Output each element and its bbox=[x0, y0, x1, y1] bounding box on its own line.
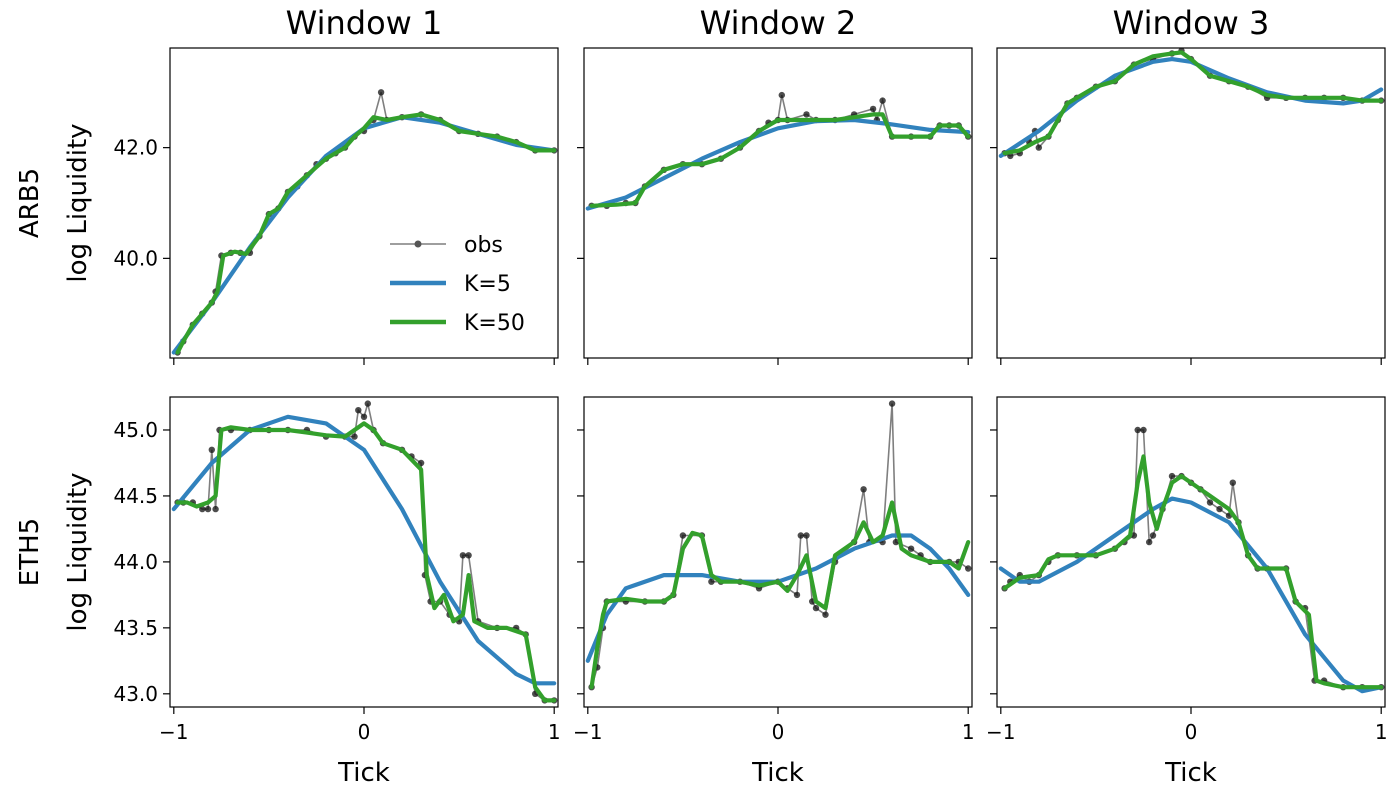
obs-point bbox=[1149, 532, 1157, 539]
obs-point bbox=[355, 407, 362, 414]
obs-point bbox=[793, 591, 801, 599]
legend-entry-k50: K=50 bbox=[390, 311, 525, 336]
obs-point bbox=[208, 446, 215, 453]
obs-point bbox=[364, 400, 371, 407]
k50-line bbox=[1002, 454, 1384, 690]
obs-point bbox=[965, 565, 972, 572]
x-tick-label: 1 bbox=[548, 720, 561, 744]
obs-point bbox=[869, 105, 877, 113]
y-axis-label-row-2: log Liquidity bbox=[63, 472, 93, 631]
x-axis-label: Tick bbox=[751, 758, 804, 788]
obs-point bbox=[778, 91, 785, 99]
column-title-3: Window 3 bbox=[1113, 4, 1270, 42]
x-tick-label: 0 bbox=[1185, 720, 1198, 744]
x-axis-label: Tick bbox=[1164, 758, 1217, 788]
obs-point bbox=[465, 552, 472, 559]
obs-point bbox=[1140, 426, 1147, 434]
obs-point bbox=[1134, 426, 1141, 434]
obs-point bbox=[708, 578, 715, 585]
k5-line bbox=[585, 117, 971, 211]
obs-point bbox=[803, 532, 810, 539]
panel-eth5-window-2: −1 0 1 Tick bbox=[573, 396, 975, 788]
obs-point bbox=[351, 433, 358, 440]
k5-line bbox=[171, 414, 557, 686]
obs-point bbox=[879, 97, 886, 104]
obs-line bbox=[1003, 429, 1382, 689]
obs-point bbox=[417, 459, 425, 467]
obs-point bbox=[1216, 505, 1223, 513]
obs-line bbox=[591, 94, 969, 207]
obs-point bbox=[907, 545, 915, 552]
obs-point bbox=[1206, 499, 1214, 506]
obs-point bbox=[822, 611, 829, 618]
obs-point bbox=[1035, 144, 1043, 151]
obs-point bbox=[1229, 479, 1237, 486]
obs-point bbox=[888, 400, 896, 407]
y-tick-label: 42.0 bbox=[113, 136, 158, 160]
obs-point bbox=[860, 486, 867, 493]
obs-point bbox=[812, 604, 820, 612]
obs-point bbox=[377, 89, 385, 96]
obs-point bbox=[803, 111, 810, 118]
panel-frame bbox=[583, 47, 973, 359]
legend-marker bbox=[414, 240, 422, 248]
legend-label: K=5 bbox=[464, 272, 511, 297]
obs-point bbox=[679, 532, 687, 539]
row-label-arb5: ARB5 bbox=[15, 168, 45, 238]
panel-eth5-window-1: 43.0 43.5 44.0 44.5 45.0 −1 0 1 Tick bbox=[113, 396, 561, 788]
k50-line bbox=[1002, 50, 1384, 156]
k5-line bbox=[998, 56, 1384, 158]
y-tick-label: 40.0 bbox=[113, 246, 158, 270]
panel-arb5-window-2 bbox=[577, 47, 973, 365]
y-tick-label: 44.0 bbox=[113, 550, 158, 574]
column-title-2: Window 2 bbox=[700, 4, 857, 42]
obs-line bbox=[590, 403, 969, 688]
legend: obs K=5 K=50 bbox=[390, 233, 525, 336]
panel-frame bbox=[996, 47, 1386, 359]
k50-line bbox=[175, 112, 557, 355]
x-tick-label: 1 bbox=[962, 720, 975, 744]
k50-line bbox=[175, 421, 557, 703]
legend-label: K=50 bbox=[464, 311, 525, 336]
obs-point bbox=[892, 538, 900, 546]
column-title-1: Window 1 bbox=[286, 4, 443, 42]
x-tick-label: −1 bbox=[986, 720, 1015, 744]
x-tick-label: 1 bbox=[1375, 720, 1388, 744]
y-tick-label: 44.5 bbox=[113, 484, 158, 508]
obs-point bbox=[459, 552, 467, 559]
x-axis-label: Tick bbox=[337, 758, 390, 788]
panel-arb5-window-1: 40.0 42.0 bbox=[113, 47, 559, 365]
panel-arb5-window-3 bbox=[990, 47, 1386, 365]
y-tick-label: 43.5 bbox=[113, 616, 158, 640]
k50-line bbox=[589, 112, 971, 208]
panel-eth5-window-3: −1 0 1 Tick bbox=[986, 396, 1388, 788]
obs-point bbox=[204, 505, 212, 513]
x-tick-label: −1 bbox=[159, 720, 188, 744]
panel-frame bbox=[583, 396, 973, 708]
legend-label: obs bbox=[464, 233, 503, 258]
legend-entry-k5: K=5 bbox=[390, 272, 511, 297]
y-tick-label: 43.0 bbox=[113, 682, 158, 706]
row-label-eth5: ETH5 bbox=[15, 518, 45, 586]
x-tick-label: 0 bbox=[772, 720, 785, 744]
k50-line bbox=[589, 500, 971, 690]
x-tick-label: 0 bbox=[358, 720, 371, 744]
obs-point bbox=[212, 505, 219, 513]
obs-point bbox=[199, 505, 206, 513]
obs-point bbox=[1146, 538, 1153, 546]
y-tick-label: 45.0 bbox=[113, 418, 158, 442]
x-tick-label: −1 bbox=[573, 720, 602, 744]
legend-entry-obs: obs bbox=[390, 233, 503, 258]
obs-point bbox=[360, 413, 368, 420]
obs-point bbox=[1168, 472, 1176, 480]
obs-point bbox=[797, 532, 804, 539]
k5-line bbox=[998, 496, 1384, 694]
y-axis-label-row-1: log Liquidity bbox=[63, 123, 93, 282]
